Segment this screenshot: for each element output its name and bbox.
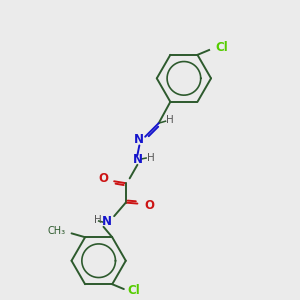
Text: N: N: [101, 215, 111, 229]
Text: CH₃: CH₃: [48, 226, 66, 236]
Text: N: N: [132, 154, 142, 166]
Text: H: H: [94, 215, 102, 225]
Text: N: N: [134, 133, 144, 146]
Text: Cl: Cl: [215, 40, 228, 54]
Text: H: H: [167, 115, 174, 125]
Text: O: O: [144, 199, 154, 212]
Text: Cl: Cl: [128, 284, 140, 296]
Text: O: O: [98, 172, 109, 185]
Text: H: H: [147, 153, 155, 163]
